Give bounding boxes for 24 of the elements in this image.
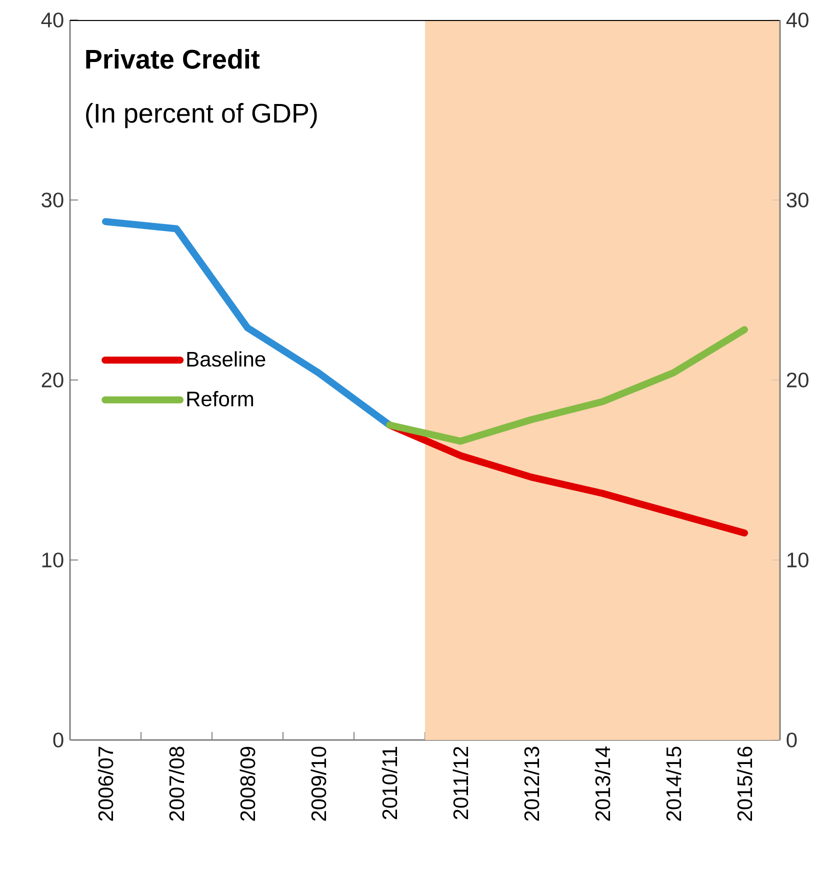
y2-tick-label: 30	[42, 192, 64, 208]
y-tick-label: 20	[786, 372, 808, 388]
y2-tick-label: 10	[42, 552, 64, 568]
y2-tick-label: 40	[41, 12, 64, 28]
y-tick-label: 10	[787, 552, 808, 568]
x-tick-label: 2007/08	[168, 746, 184, 821]
y-tick-label: 30	[786, 192, 808, 208]
x-tick-label: 2006/07	[98, 746, 114, 821]
x-tick-label: 2011/12	[452, 746, 468, 820]
y2-tick-label: 20	[42, 372, 64, 388]
x-tick-label: 2014/15	[666, 746, 682, 821]
y-tick-label: 40	[786, 12, 808, 28]
text: (In percent of GDP)	[86, 102, 317, 128]
text: Private Credit	[86, 48, 260, 69]
x-tick-label: 2008/09	[240, 746, 256, 821]
x-tick-label: 2015/16	[736, 746, 752, 821]
x-tick-label: 2010/11	[382, 746, 398, 820]
x-tick-label: 2012/13	[524, 746, 540, 821]
x-tick-label: 2013/14	[594, 746, 610, 821]
x-tick-label: 2009/10	[310, 746, 326, 821]
y-tick-label: 0	[786, 732, 797, 748]
y2-tick-label: 0	[53, 732, 64, 748]
legend-label: Baseline	[187, 351, 266, 367]
legend-label: Reform	[187, 390, 254, 406]
